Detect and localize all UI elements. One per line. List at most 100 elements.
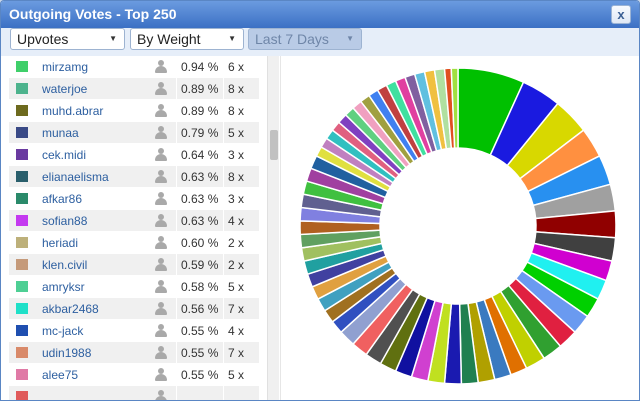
color-swatch (16, 281, 28, 292)
voter-name-link[interactable]: akbar2468 (42, 302, 99, 316)
color-swatch (16, 237, 28, 248)
content-area: mirzamg 0.94 % 6 x waterjoe 0.89 % 8 x muhd.ab… (1, 56, 639, 400)
column-divider (176, 364, 177, 386)
user-icon[interactable] (155, 390, 167, 400)
column-divider (223, 320, 224, 342)
voter-name-link[interactable]: mirzamg (42, 60, 89, 74)
user-icon[interactable] (155, 104, 167, 117)
list-scrollbar[interactable] (267, 56, 279, 400)
user-icon[interactable] (155, 214, 167, 227)
user-icon[interactable] (155, 258, 167, 271)
list-item[interactable]: amryksr 0.58 % 5 x (9, 276, 259, 298)
user-icon[interactable] (155, 60, 167, 73)
vote-count: 2 x (228, 258, 245, 272)
voter-name-link[interactable]: amryksr (42, 280, 85, 294)
voter-name-link[interactable]: cek.midi (42, 148, 87, 162)
color-swatch (16, 149, 28, 160)
chevron-down-icon: ▼ (228, 34, 236, 43)
list-item[interactable]: afkar86 0.63 % 3 x (9, 188, 259, 210)
vote-count: 3 x (228, 192, 245, 206)
list-item[interactable]: udin1988 0.55 % 7 x (9, 342, 259, 364)
vote-percent: 0.59 % (181, 258, 219, 272)
list-item[interactable]: muhd.abrar 0.89 % 8 x (9, 100, 259, 122)
period-value: Last 7 Days (255, 31, 329, 47)
chevron-down-icon: ▼ (109, 34, 117, 43)
voter-name-link[interactable]: afkar86 (42, 192, 83, 206)
list-item[interactable]: heriadi 0.60 % 2 x (9, 232, 259, 254)
list-item[interactable]: mc-jack 0.55 % 4 x (9, 320, 259, 342)
list-item[interactable]: elianaelisma 0.63 % 8 x (9, 166, 259, 188)
voter-name-link[interactable]: alee75 (42, 368, 79, 382)
column-divider (223, 342, 224, 364)
vote-count: 7 x (228, 302, 245, 316)
vote-percent: 0.63 % (181, 192, 219, 206)
list-item[interactable]: alee75 0.55 % 5 x (9, 364, 259, 386)
vote-count: 4 x (228, 324, 245, 338)
voter-name-link[interactable]: udin1988 (42, 346, 92, 360)
color-swatch (16, 303, 28, 314)
color-swatch (16, 171, 28, 182)
user-icon[interactable] (155, 324, 167, 337)
list-item[interactable]: akbar2468 0.56 % 7 x (9, 298, 259, 320)
list-item[interactable]: cek.midi 0.64 % 3 x (9, 144, 259, 166)
color-swatch (16, 391, 28, 400)
user-icon[interactable] (155, 148, 167, 161)
user-icon[interactable] (155, 82, 167, 95)
column-divider (223, 122, 224, 144)
voter-name-link[interactable]: mc-jack (42, 324, 84, 338)
list-item[interactable]: waterjoe 0.89 % 8 x (9, 78, 259, 100)
vote-percent: 0.89 % (181, 104, 219, 118)
vote-type-value: Upvotes (17, 31, 69, 47)
window-titlebar: Outgoing Votes - Top 250 (1, 1, 639, 28)
scrollbar-thumb[interactable] (270, 130, 278, 160)
voter-name-link[interactable]: waterjoe (42, 82, 88, 96)
user-icon[interactable] (155, 368, 167, 381)
user-icon[interactable] (155, 346, 167, 359)
column-divider (176, 166, 177, 188)
column-divider (176, 144, 177, 166)
column-divider (176, 320, 177, 342)
list-item[interactable]: munaa 0.79 % 5 x (9, 122, 259, 144)
chart-pane (280, 56, 639, 400)
voter-name-link[interactable]: sofian88 (42, 214, 88, 228)
column-divider (176, 342, 177, 364)
vote-count: 8 x (228, 82, 245, 96)
column-divider (223, 166, 224, 188)
list-item[interactable]: sofian88 0.63 % 4 x (9, 210, 259, 232)
user-icon[interactable] (155, 302, 167, 315)
sort-dropdown[interactable]: By Weight ▼ (130, 28, 244, 50)
vote-count: 3 x (228, 148, 245, 162)
donut-slice[interactable] (450, 67, 459, 149)
user-icon[interactable] (155, 126, 167, 139)
user-icon[interactable] (155, 280, 167, 293)
voter-name-link[interactable]: munaa (42, 126, 79, 140)
list-item[interactable]: mirzamg 0.94 % 6 x (9, 56, 259, 78)
period-dropdown: Last 7 Days ▼ (248, 28, 362, 50)
list-item[interactable] (9, 386, 259, 400)
user-icon[interactable] (155, 192, 167, 205)
toolbar: Upvotes ▼ By Weight ▼ Last 7 Days ▼ (1, 28, 639, 54)
vote-percent: 0.94 % (181, 60, 219, 74)
voter-name-link[interactable]: heriadi (42, 236, 79, 250)
column-divider (223, 298, 224, 320)
vote-type-dropdown[interactable]: Upvotes ▼ (10, 28, 125, 50)
column-divider (223, 210, 224, 232)
user-icon[interactable] (155, 170, 167, 183)
voter-name-link[interactable]: elianaelisma (42, 170, 109, 184)
chevron-down-icon: ▼ (346, 34, 354, 43)
column-divider (176, 122, 177, 144)
sort-value: By Weight (137, 31, 201, 47)
vote-percent: 0.55 % (181, 324, 219, 338)
column-divider (176, 188, 177, 210)
color-swatch (16, 369, 28, 380)
user-icon[interactable] (155, 236, 167, 249)
color-swatch (16, 61, 28, 72)
close-button[interactable]: x (611, 5, 631, 24)
voter-name-link[interactable]: muhd.abrar (42, 104, 104, 118)
voter-name-link[interactable]: klen.civil (42, 258, 88, 272)
list-item[interactable]: klen.civil 0.59 % 2 x (9, 254, 259, 276)
vote-count: 7 x (228, 346, 245, 360)
color-swatch (16, 347, 28, 358)
vote-percent: 0.63 % (181, 170, 219, 184)
